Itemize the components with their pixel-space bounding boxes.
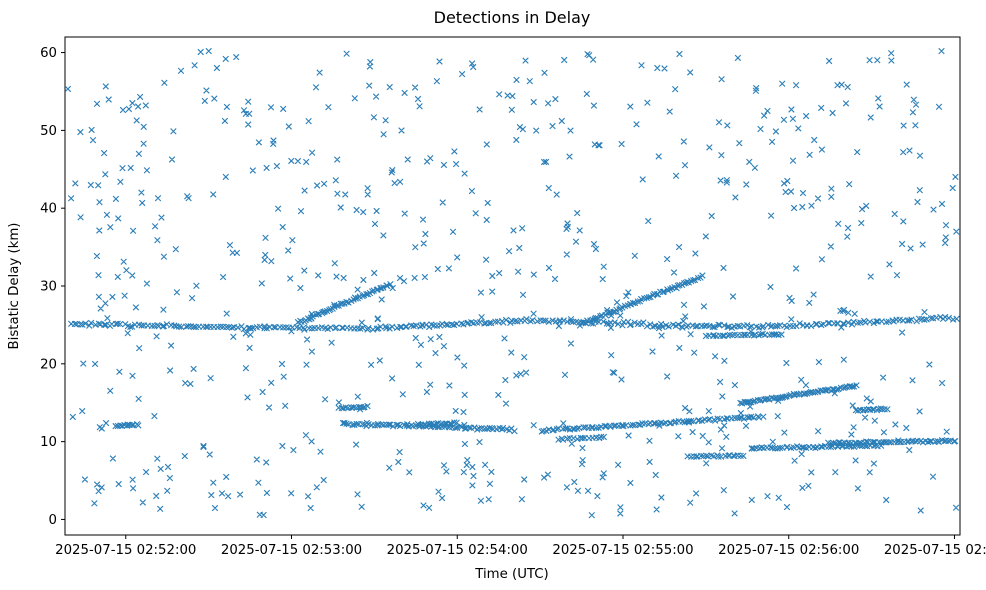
x-tick-label: 2025-07-15 02:57:00 (884, 543, 986, 558)
y-tick-label: 30 (40, 280, 57, 295)
x-tick-label: 2025-07-15 02:55:00 (552, 543, 693, 558)
chart-title: Detections in Delay (434, 8, 591, 27)
y-tick-label: 40 (40, 202, 57, 217)
y-tick-label: 50 (40, 124, 57, 139)
y-tick-label: 60 (40, 46, 57, 61)
y-axis-label: Bistatic Delay (km) (7, 223, 22, 350)
y-tick-label: 0 (49, 513, 57, 528)
scatter-points (64, 47, 960, 519)
y-tick-label: 20 (40, 357, 57, 372)
y-tick-labels: 0 10 20 30 40 50 60 (40, 46, 65, 528)
x-axis-label: Time (UTC) (474, 567, 549, 582)
y-tick-label: 10 (40, 435, 57, 450)
axes-frame (64, 36, 961, 536)
x-tick-label: 2025-07-15 02:56:00 (718, 543, 859, 558)
x-tick-label: 2025-07-15 02:53:00 (221, 543, 362, 558)
x-tick-label: 2025-07-15 02:52:00 (55, 543, 196, 558)
x-tick-label: 2025-07-15 02:54:00 (387, 543, 528, 558)
scatter-marker-path (64, 47, 960, 519)
x-tick-labels: 2025-07-15 02:52:00 2025-07-15 02:53:00 20… (55, 535, 986, 558)
